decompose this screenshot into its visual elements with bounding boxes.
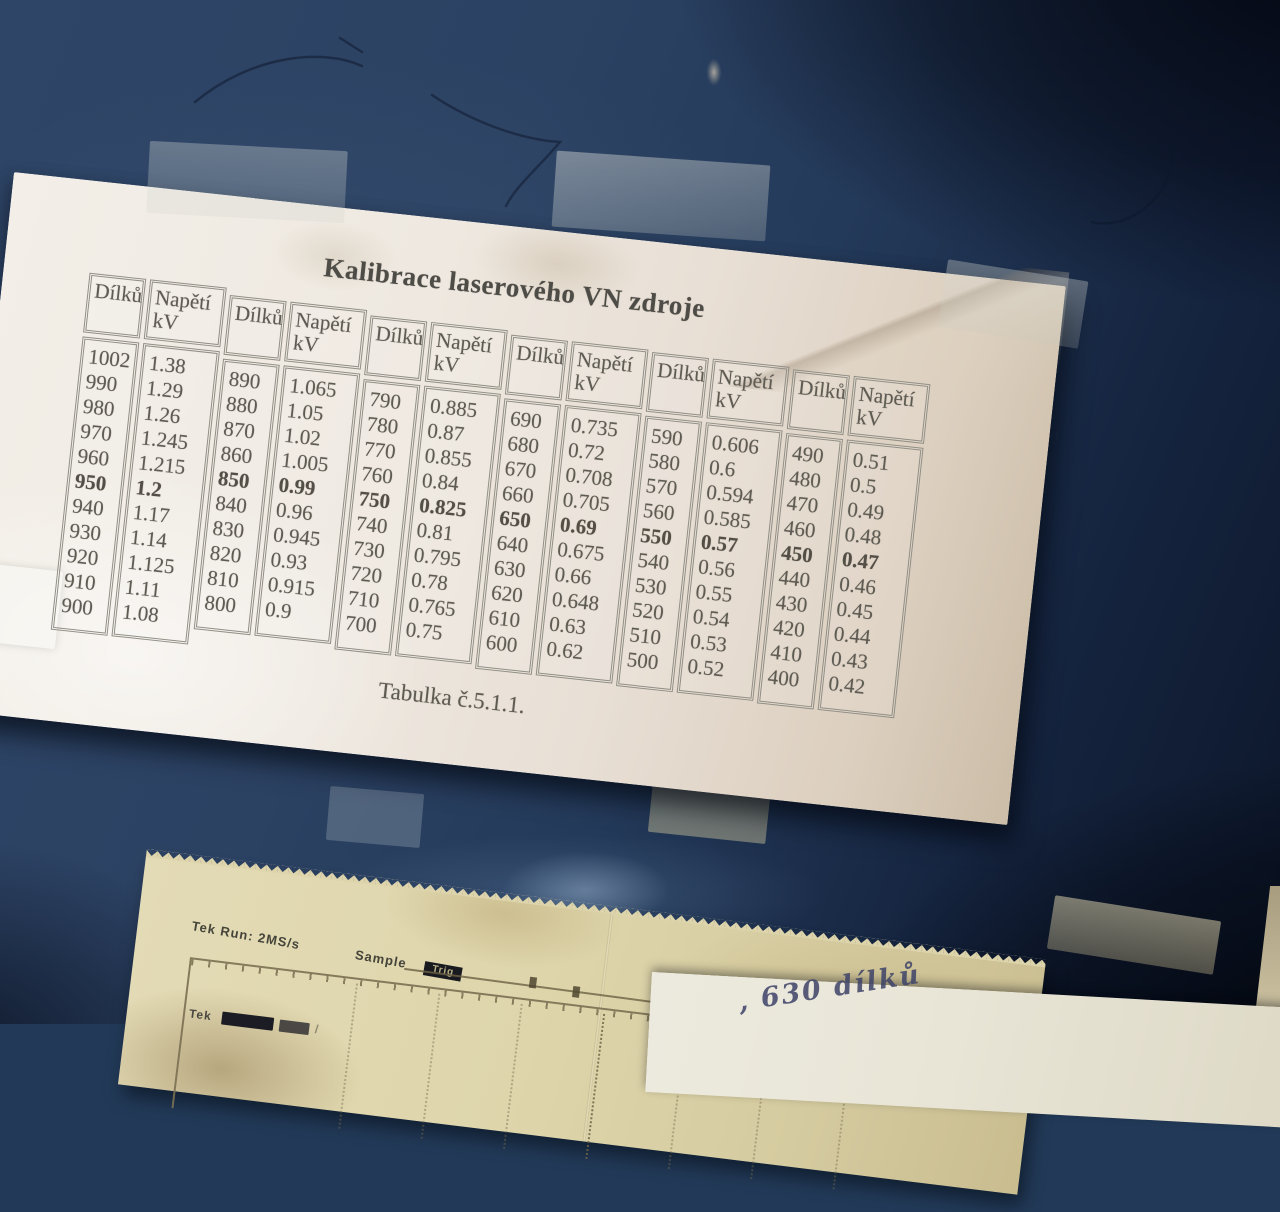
calibration-table: Dílků Napětí kV 1002 990 980 970 960 950 940 930 9…: [50, 272, 941, 722]
dilku-value: 700: [343, 610, 378, 638]
graticule-grid-line: [502, 1003, 523, 1149]
graticule-center-line: [585, 1013, 606, 1160]
scope-run-label: Tek Run: 2MS/s: [190, 918, 302, 953]
column-header-dilku: Dílků: [83, 272, 147, 339]
scope-footer-label: Tek: [188, 1006, 213, 1024]
column-header-dilku: Dílků: [364, 315, 428, 382]
dilku-value: 600: [484, 629, 519, 658]
column-header-dilku: Dílků: [504, 334, 569, 401]
column-header-napeti: Napětí kV: [847, 375, 931, 444]
column-header-napeti: Napětí kV: [565, 341, 649, 410]
dilku-value: 400: [766, 664, 801, 692]
scope-sample-label: Sample: [353, 947, 408, 971]
column-header-dilku: Dílků: [645, 351, 709, 418]
adhesive-tape: [551, 150, 771, 242]
column-header-dilku: Dílků: [786, 369, 850, 436]
wall-scribble-marks: [193, 36, 1174, 225]
graticule-grid-line: [420, 993, 441, 1139]
column-header-dilku: Dílků: [223, 295, 287, 361]
wall-highlight-spot: [694, 48, 734, 102]
column-header-napeti: Napětí kV: [424, 321, 508, 390]
calibration-table-paper: Kalibrace laserového VN zdroje Dílků Napě…: [0, 172, 1070, 826]
adhesive-tape: [146, 140, 348, 224]
column-header-napeti: Napětí kV: [143, 279, 227, 348]
calibration-table-area: Kalibrace laserového VN zdroje Dílků Napě…: [47, 227, 946, 760]
dilku-value: 900: [60, 592, 95, 620]
column-header-napeti: Napětí kV: [706, 358, 790, 427]
graticule-grid-line: [338, 983, 359, 1129]
adhesive-tape: [325, 786, 425, 848]
dilku-value: 800: [203, 590, 238, 618]
column-header-napeti: Napětí kV: [284, 301, 368, 370]
dilku-value: 500: [625, 647, 660, 675]
channel-marker: [571, 986, 581, 998]
trigger-marker: [528, 976, 538, 989]
